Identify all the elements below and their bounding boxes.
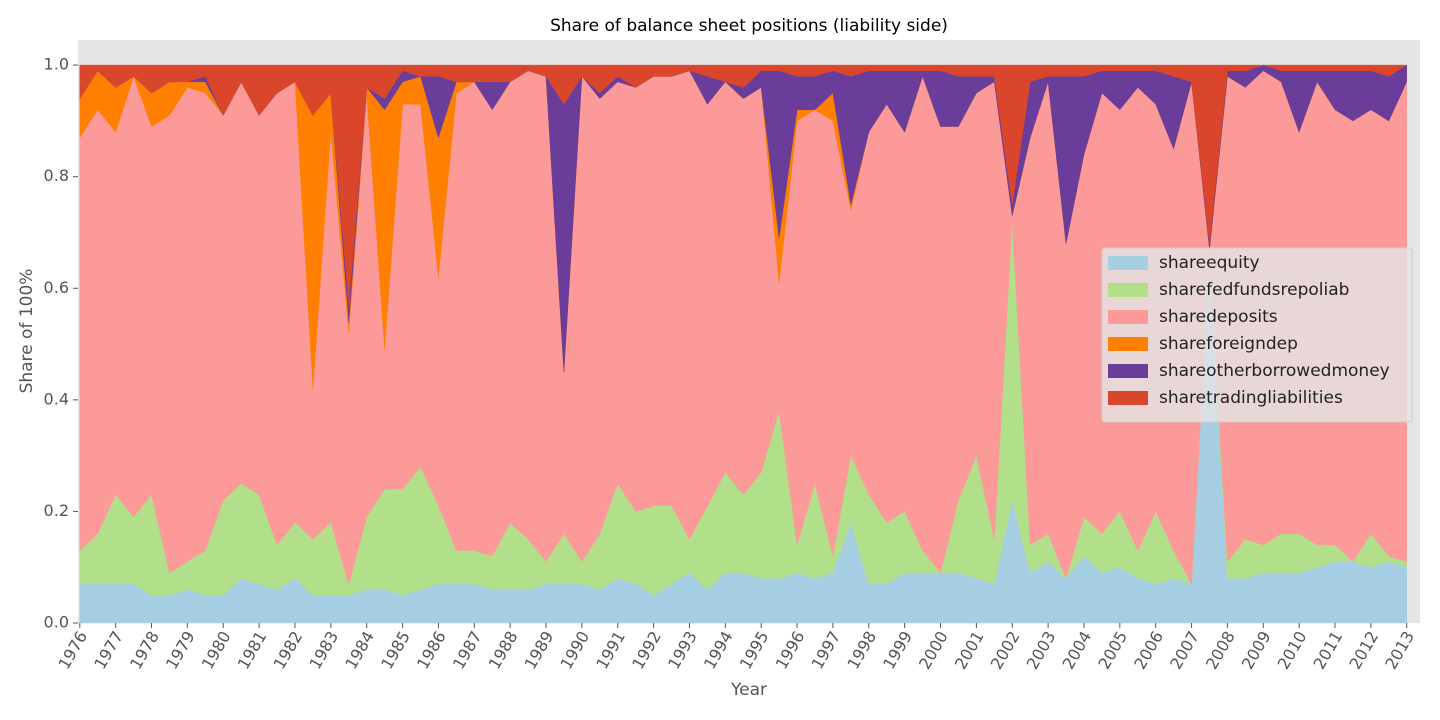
x-tick-label: 1997 bbox=[807, 628, 844, 673]
x-tick-label: 1988 bbox=[485, 628, 522, 673]
y-tick-label: 0.4 bbox=[44, 389, 69, 408]
y-tick-label: 0.0 bbox=[44, 613, 69, 632]
legend-swatch bbox=[1108, 364, 1148, 378]
x-tick-label: 2011 bbox=[1310, 628, 1347, 673]
legend-label: sharetradingliabilities bbox=[1159, 388, 1343, 408]
x-tick-label: 2002 bbox=[987, 628, 1024, 673]
x-tick-label: 1995 bbox=[736, 628, 773, 673]
legend-box bbox=[1101, 247, 1413, 423]
x-tick-label: 2003 bbox=[1023, 628, 1060, 673]
chart-title: Share of balance sheet positions (liabil… bbox=[550, 16, 948, 36]
x-tick-label: 1989 bbox=[521, 628, 558, 673]
x-tick-label: 2004 bbox=[1059, 628, 1096, 673]
legend-label: shareequity bbox=[1159, 253, 1260, 273]
x-tick-label: 1984 bbox=[341, 628, 378, 673]
x-axis-label: Year bbox=[730, 680, 767, 700]
x-tick-label: 1999 bbox=[879, 628, 916, 673]
x-tick-label: 1985 bbox=[377, 628, 414, 673]
x-tick-label: 1983 bbox=[305, 628, 342, 673]
x-tick-label: 1996 bbox=[772, 628, 809, 673]
y-tick-label: 0.2 bbox=[44, 501, 69, 520]
x-tick-label: 2007 bbox=[1166, 628, 1203, 673]
x-tick-label: 1977 bbox=[90, 628, 127, 673]
x-tick-label: 2008 bbox=[1202, 628, 1239, 673]
area bbox=[79, 64, 1408, 306]
y-tick-label: 0.6 bbox=[44, 278, 69, 297]
x-tick-label: 1978 bbox=[126, 628, 163, 673]
legend-label: sharedeposits bbox=[1159, 307, 1278, 327]
x-tick-label: 1981 bbox=[234, 628, 271, 673]
legend-label: shareforeigndep bbox=[1159, 334, 1298, 354]
x-tick-label: 1990 bbox=[556, 628, 593, 673]
x-tick-label: 2013 bbox=[1381, 628, 1418, 673]
x-tick-label: 1976 bbox=[54, 628, 91, 673]
x-tick-label: 2009 bbox=[1238, 628, 1275, 673]
x-tick-label: 1993 bbox=[664, 628, 701, 673]
x-tick-label: 1994 bbox=[700, 628, 737, 673]
legend-swatch bbox=[1108, 283, 1148, 297]
x-tick-label: 2001 bbox=[951, 628, 988, 673]
y-tick-label: 1.0 bbox=[44, 55, 69, 74]
legend-swatch bbox=[1108, 310, 1148, 324]
x-tick-label: 1987 bbox=[449, 628, 486, 673]
x-tick-label: 1991 bbox=[592, 628, 629, 673]
y-axis-label: Share of 100% bbox=[17, 269, 37, 394]
x-tick-label: 2005 bbox=[1094, 628, 1131, 673]
x-tick-label: 1986 bbox=[413, 628, 450, 673]
legend-swatch bbox=[1108, 337, 1148, 351]
x-tick-label: 2000 bbox=[915, 628, 952, 673]
legend-swatch bbox=[1108, 256, 1148, 270]
x-tick-label: 2010 bbox=[1274, 628, 1311, 673]
legend-label: sharefedfundsrepoliab bbox=[1159, 280, 1349, 300]
x-tick-label: 1998 bbox=[843, 628, 880, 673]
x-tick-label: 2012 bbox=[1345, 628, 1382, 673]
x-tick-label: 1980 bbox=[198, 628, 235, 673]
legend-label: shareotherborrowedmoney bbox=[1159, 361, 1390, 381]
legend-swatch bbox=[1108, 391, 1148, 405]
x-tick-label: 1982 bbox=[270, 628, 307, 673]
x-tick-label: 2006 bbox=[1130, 628, 1167, 673]
y-tick-label: 0.8 bbox=[44, 166, 69, 185]
x-tick-label: 1979 bbox=[162, 628, 199, 673]
x-tick-label: 1992 bbox=[628, 628, 665, 673]
